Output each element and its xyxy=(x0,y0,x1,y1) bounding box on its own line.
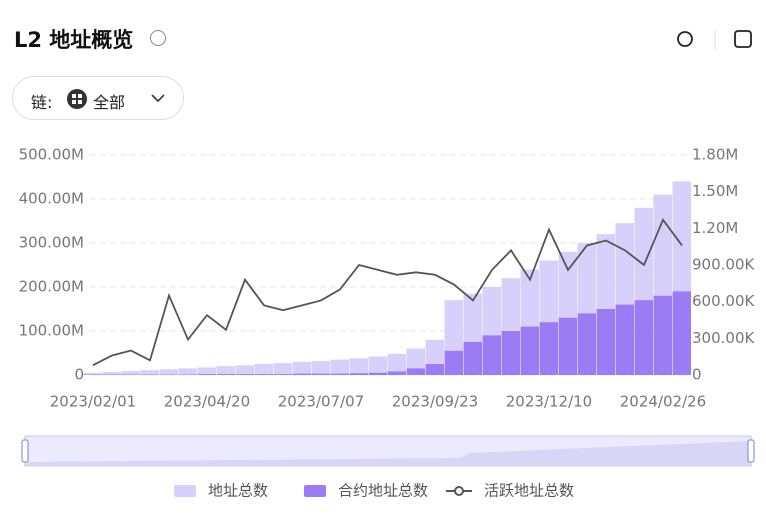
bar xyxy=(235,365,254,375)
title: L2 地址概览 xyxy=(14,28,134,52)
filter-value: 全部 xyxy=(93,93,126,112)
x-tick-label: 2023/04/20 xyxy=(164,393,250,411)
chain-filter[interactable]: 链: 全部 xyxy=(12,76,184,120)
bar xyxy=(254,364,273,375)
bar xyxy=(444,350,463,375)
bar xyxy=(672,291,691,375)
bar xyxy=(463,342,482,375)
bar xyxy=(140,370,159,375)
x-tick-label: 2023/12/10 xyxy=(506,393,592,411)
bar xyxy=(501,331,520,375)
y2-tick-label: 0 xyxy=(692,366,702,384)
bar xyxy=(539,322,558,375)
bar xyxy=(368,356,387,375)
y2-tick-label: 900.00K xyxy=(692,256,755,274)
bar xyxy=(349,358,368,375)
x-tick-label: 2023/07/07 xyxy=(278,393,364,411)
legend-swatch xyxy=(304,485,326,497)
legend-label: 地址总数 xyxy=(208,482,268,500)
zoom-handle[interactable] xyxy=(21,439,29,463)
bar xyxy=(292,373,311,375)
line xyxy=(92,217,683,367)
y-tick-label: 300.00M xyxy=(19,234,84,252)
bar xyxy=(387,353,406,375)
zoom-preview xyxy=(25,441,751,466)
bar xyxy=(596,309,615,375)
y-tick-label: 100.00M xyxy=(19,322,84,340)
bar xyxy=(159,369,178,375)
bar xyxy=(653,295,672,375)
legend-label: 合约地址总数 xyxy=(338,482,428,500)
y2-tick-label: 600.00K xyxy=(692,292,755,310)
bar xyxy=(368,372,387,375)
zoom-handle[interactable] xyxy=(747,439,755,463)
chain-icon xyxy=(67,89,87,109)
bar xyxy=(254,374,273,375)
x-tick-label: 2023/02/01 xyxy=(50,393,136,411)
y2-tick-label: 1.50M xyxy=(692,182,738,200)
chevron xyxy=(151,94,165,103)
bar xyxy=(216,374,235,375)
legend-swatch xyxy=(174,485,196,497)
bar xyxy=(216,366,235,375)
bar xyxy=(83,372,102,375)
bar xyxy=(311,373,330,375)
bar xyxy=(577,313,596,375)
bar xyxy=(292,361,311,375)
y-tick-label: 0 xyxy=(74,366,84,384)
bar xyxy=(197,367,216,375)
bar xyxy=(235,374,254,375)
bar xyxy=(311,360,330,375)
bar xyxy=(121,371,140,375)
toolbar xyxy=(677,30,752,50)
fullscreen-icon[interactable] xyxy=(734,30,752,48)
bar xyxy=(482,335,501,375)
filter-label: 链: xyxy=(31,93,53,112)
legend-label: 活跃地址总数 xyxy=(484,482,574,500)
bar xyxy=(615,304,634,375)
bar xyxy=(425,364,444,375)
bar xyxy=(273,374,292,375)
bar xyxy=(634,300,653,375)
y-tick-label: 200.00M xyxy=(19,278,84,296)
y-tick-label: 400.00M xyxy=(19,190,84,208)
bar xyxy=(178,368,197,375)
y-tick-label: 500.00M xyxy=(19,146,84,164)
bar xyxy=(330,373,349,375)
y2-tick-label: 1.20M xyxy=(692,219,738,237)
bar xyxy=(406,368,425,375)
bar xyxy=(197,374,216,375)
legend-swatch xyxy=(454,486,464,496)
bar xyxy=(387,371,406,375)
info-icon[interactable] xyxy=(150,30,166,46)
y2-tick-label: 300.00K xyxy=(692,329,755,347)
refresh-icon[interactable] xyxy=(677,31,693,47)
x-tick-label: 2024/02/26 xyxy=(620,393,706,411)
bar xyxy=(330,359,349,375)
bar xyxy=(102,371,121,375)
bar xyxy=(273,363,292,375)
bar xyxy=(558,317,577,375)
y2-tick-label: 1.80M xyxy=(692,146,738,164)
bar xyxy=(520,326,539,375)
x-tick-label: 2023/09/23 xyxy=(392,393,478,411)
bar xyxy=(349,373,368,375)
